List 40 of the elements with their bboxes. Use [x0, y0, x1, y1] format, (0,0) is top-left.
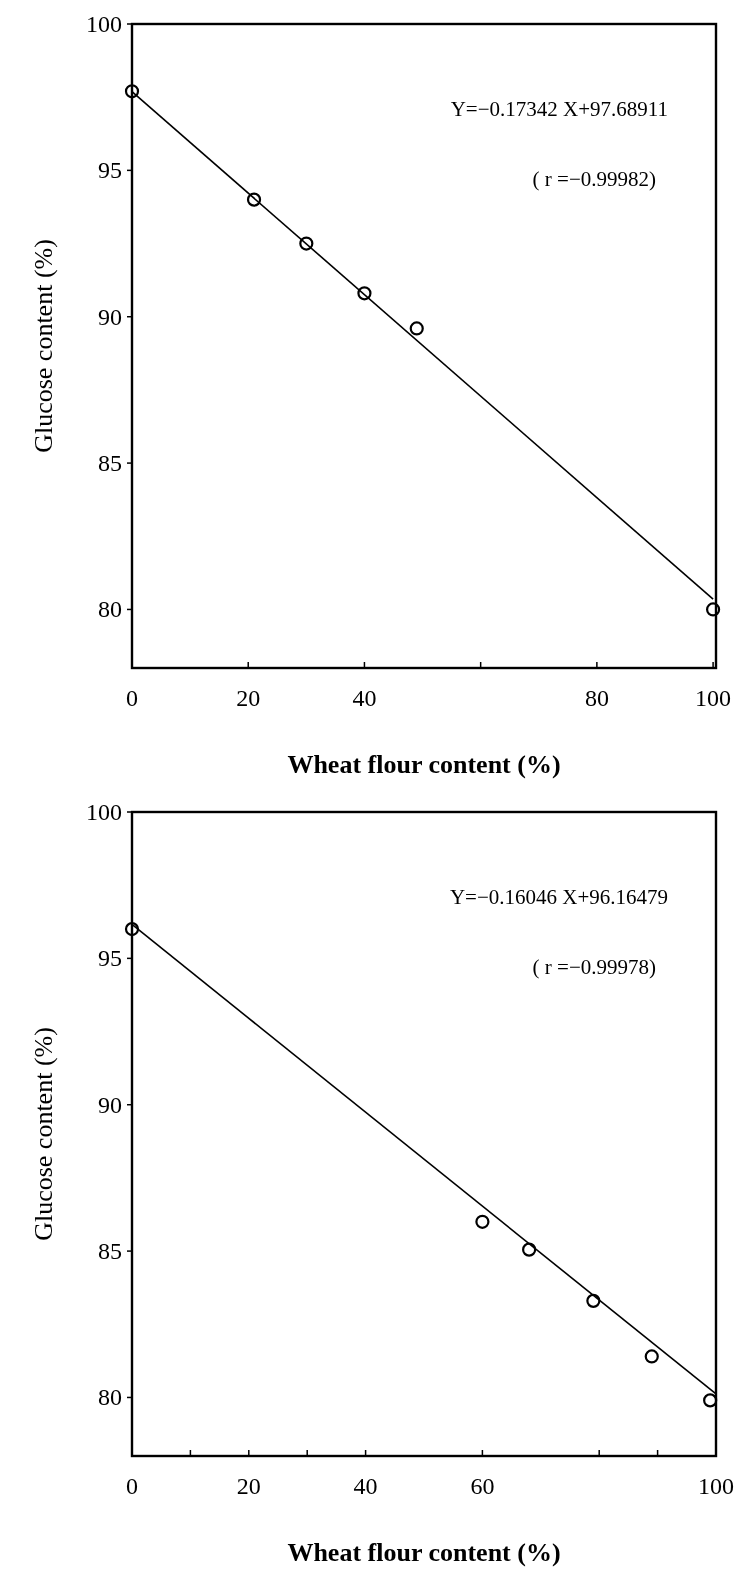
- x-tick-label: 40: [353, 1473, 378, 1499]
- x-tick-label: 0: [126, 685, 138, 711]
- y-tick-label: 90: [98, 1091, 122, 1118]
- y-tick-label: 80: [98, 596, 122, 623]
- point: [299, 236, 314, 251]
- y-tick-label: 90: [98, 303, 122, 330]
- y-axis-title: Glucose content (%): [29, 1027, 58, 1241]
- x-tick-label: 0: [126, 1473, 138, 1499]
- x-tick-label: 60: [470, 1473, 495, 1499]
- annotation: Y=−0.16046 X+96.16479: [449, 885, 668, 909]
- point: [357, 286, 372, 301]
- y-axis-title: Glucose content (%): [29, 239, 58, 453]
- point: [124, 921, 140, 937]
- point: [409, 321, 424, 336]
- y-tick-label: 95: [98, 945, 122, 972]
- y-tick-label: 85: [98, 450, 122, 477]
- point: [703, 1393, 718, 1408]
- point: [475, 1214, 490, 1229]
- y-tick-label: 100: [86, 11, 122, 37]
- x-tick-label: 20: [236, 1473, 261, 1499]
- y-tick-label: 80: [98, 1384, 122, 1411]
- x-axis-title: Wheat flour content (%): [287, 1538, 561, 1567]
- y-tick-label: 85: [98, 1238, 122, 1265]
- point: [586, 1293, 601, 1308]
- y-tick-label: 100: [86, 799, 122, 825]
- x-tick-label: 100: [698, 1473, 734, 1499]
- point: [246, 192, 262, 207]
- annotation: ( r =−0.99982): [532, 167, 656, 191]
- point: [644, 1349, 659, 1364]
- x-tick-label: 80: [584, 685, 609, 711]
- annotation: ( r =−0.99978): [532, 955, 656, 979]
- x-tick-label: 40: [352, 685, 377, 711]
- y-tick-label: 95: [98, 157, 122, 184]
- point: [522, 1242, 537, 1257]
- x-tick-label: 20: [236, 685, 261, 711]
- x-tick-label: 100: [695, 685, 732, 711]
- x-axis-title: Wheat flour content (%): [287, 750, 561, 779]
- point: [124, 84, 140, 99]
- point: [706, 602, 721, 617]
- annotation: Y=−0.17342 X+97.68911: [450, 97, 668, 121]
